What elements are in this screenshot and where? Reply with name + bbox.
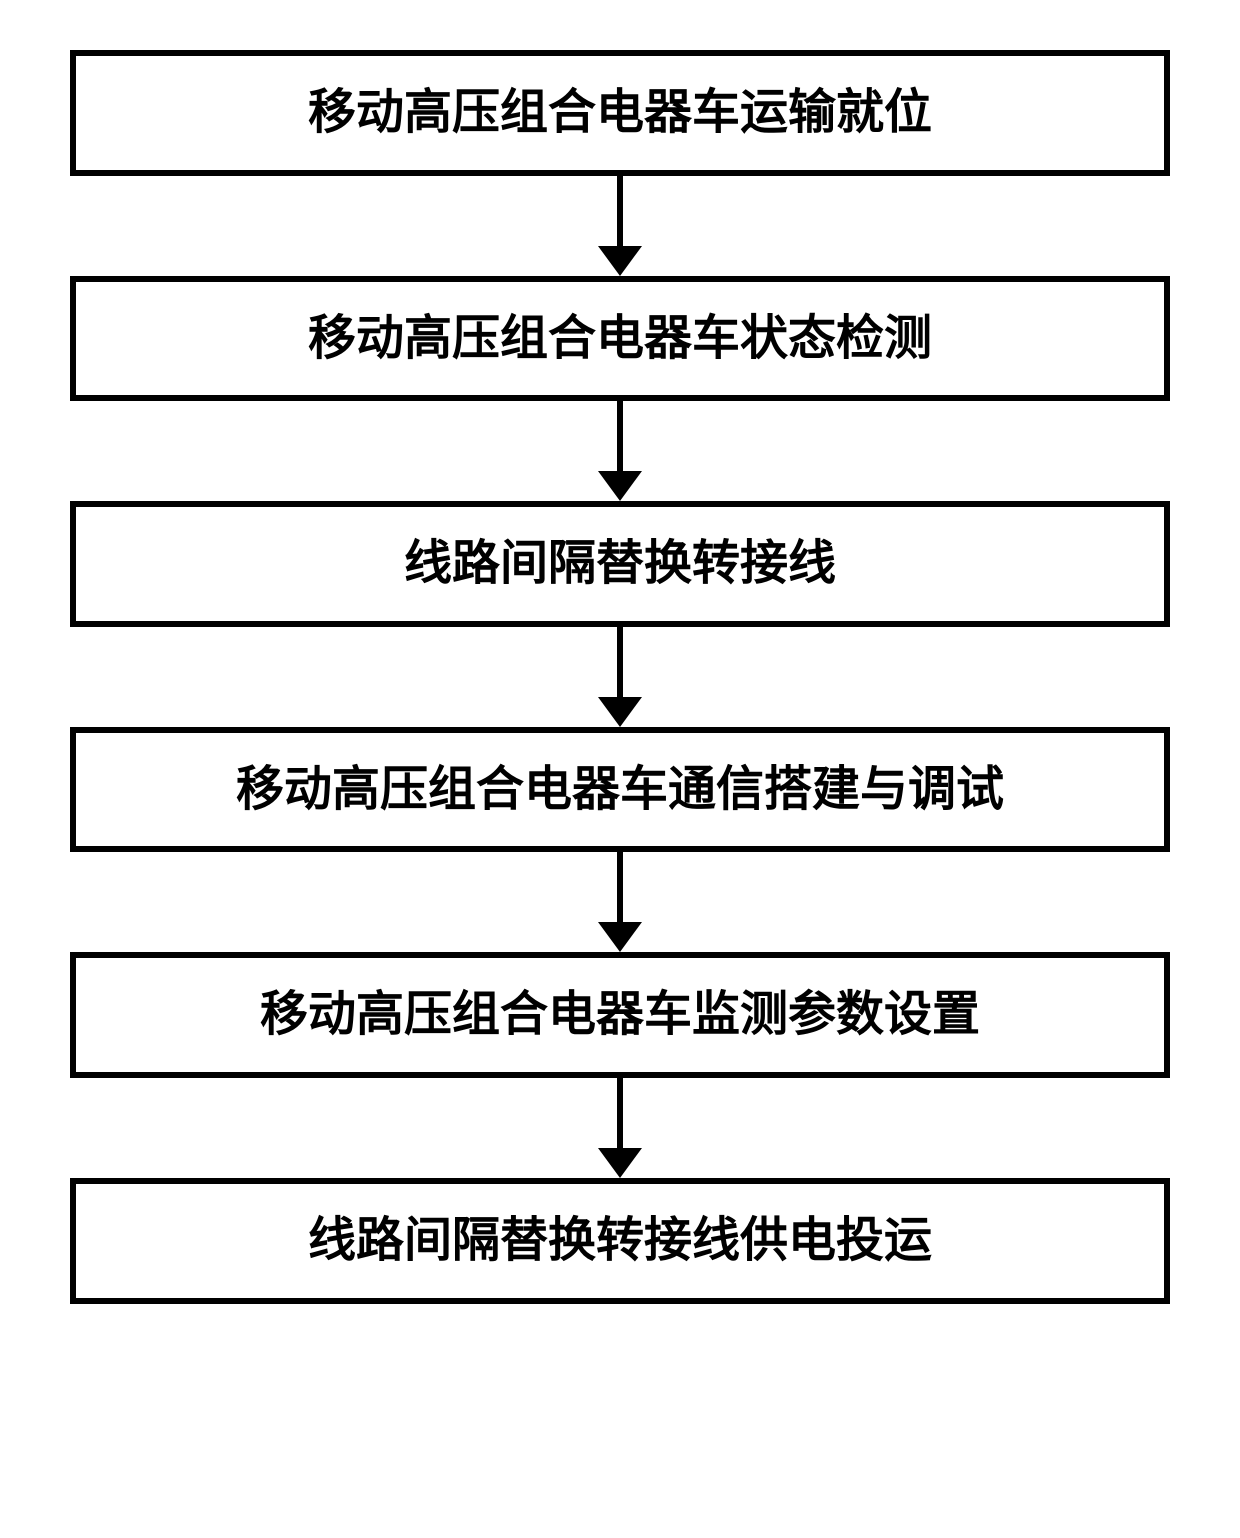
arrow-head-icon <box>598 471 642 501</box>
arrow-head-icon <box>598 246 642 276</box>
arrow-shaft <box>617 852 623 922</box>
step-label: 移动高压组合电器车监测参数设置 <box>260 988 980 1041</box>
arrow-shaft <box>617 627 623 697</box>
step-box-1: 移动高压组合电器车运输就位 <box>70 50 1170 176</box>
step-box-6: 线路间隔替换转接线供电投运 <box>70 1178 1170 1304</box>
arrow-4 <box>598 852 642 952</box>
step-label: 移动高压组合电器车运输就位 <box>308 86 932 139</box>
arrow-3 <box>598 627 642 727</box>
arrow-head-icon <box>598 1148 642 1178</box>
arrow-shaft <box>617 1078 623 1148</box>
step-label: 线路间隔替换转接线 <box>404 537 836 590</box>
arrow-head-icon <box>598 922 642 952</box>
step-box-2: 移动高压组合电器车状态检测 <box>70 276 1170 402</box>
arrow-shaft <box>617 401 623 471</box>
step-box-3: 线路间隔替换转接线 <box>70 501 1170 627</box>
arrow-shaft <box>617 176 623 246</box>
arrow-1 <box>598 176 642 276</box>
step-box-4: 移动高压组合电器车通信搭建与调试 <box>70 727 1170 853</box>
step-label: 移动高压组合电器车状态检测 <box>308 312 932 365</box>
step-label: 移动高压组合电器车通信搭建与调试 <box>236 763 1004 816</box>
step-box-5: 移动高压组合电器车监测参数设置 <box>70 952 1170 1078</box>
arrow-2 <box>598 401 642 501</box>
arrow-5 <box>598 1078 642 1178</box>
step-label: 线路间隔替换转接线供电投运 <box>308 1214 932 1267</box>
arrow-head-icon <box>598 697 642 727</box>
flowchart-container: 移动高压组合电器车运输就位 移动高压组合电器车状态检测 线路间隔替换转接线 移动… <box>70 50 1170 1304</box>
